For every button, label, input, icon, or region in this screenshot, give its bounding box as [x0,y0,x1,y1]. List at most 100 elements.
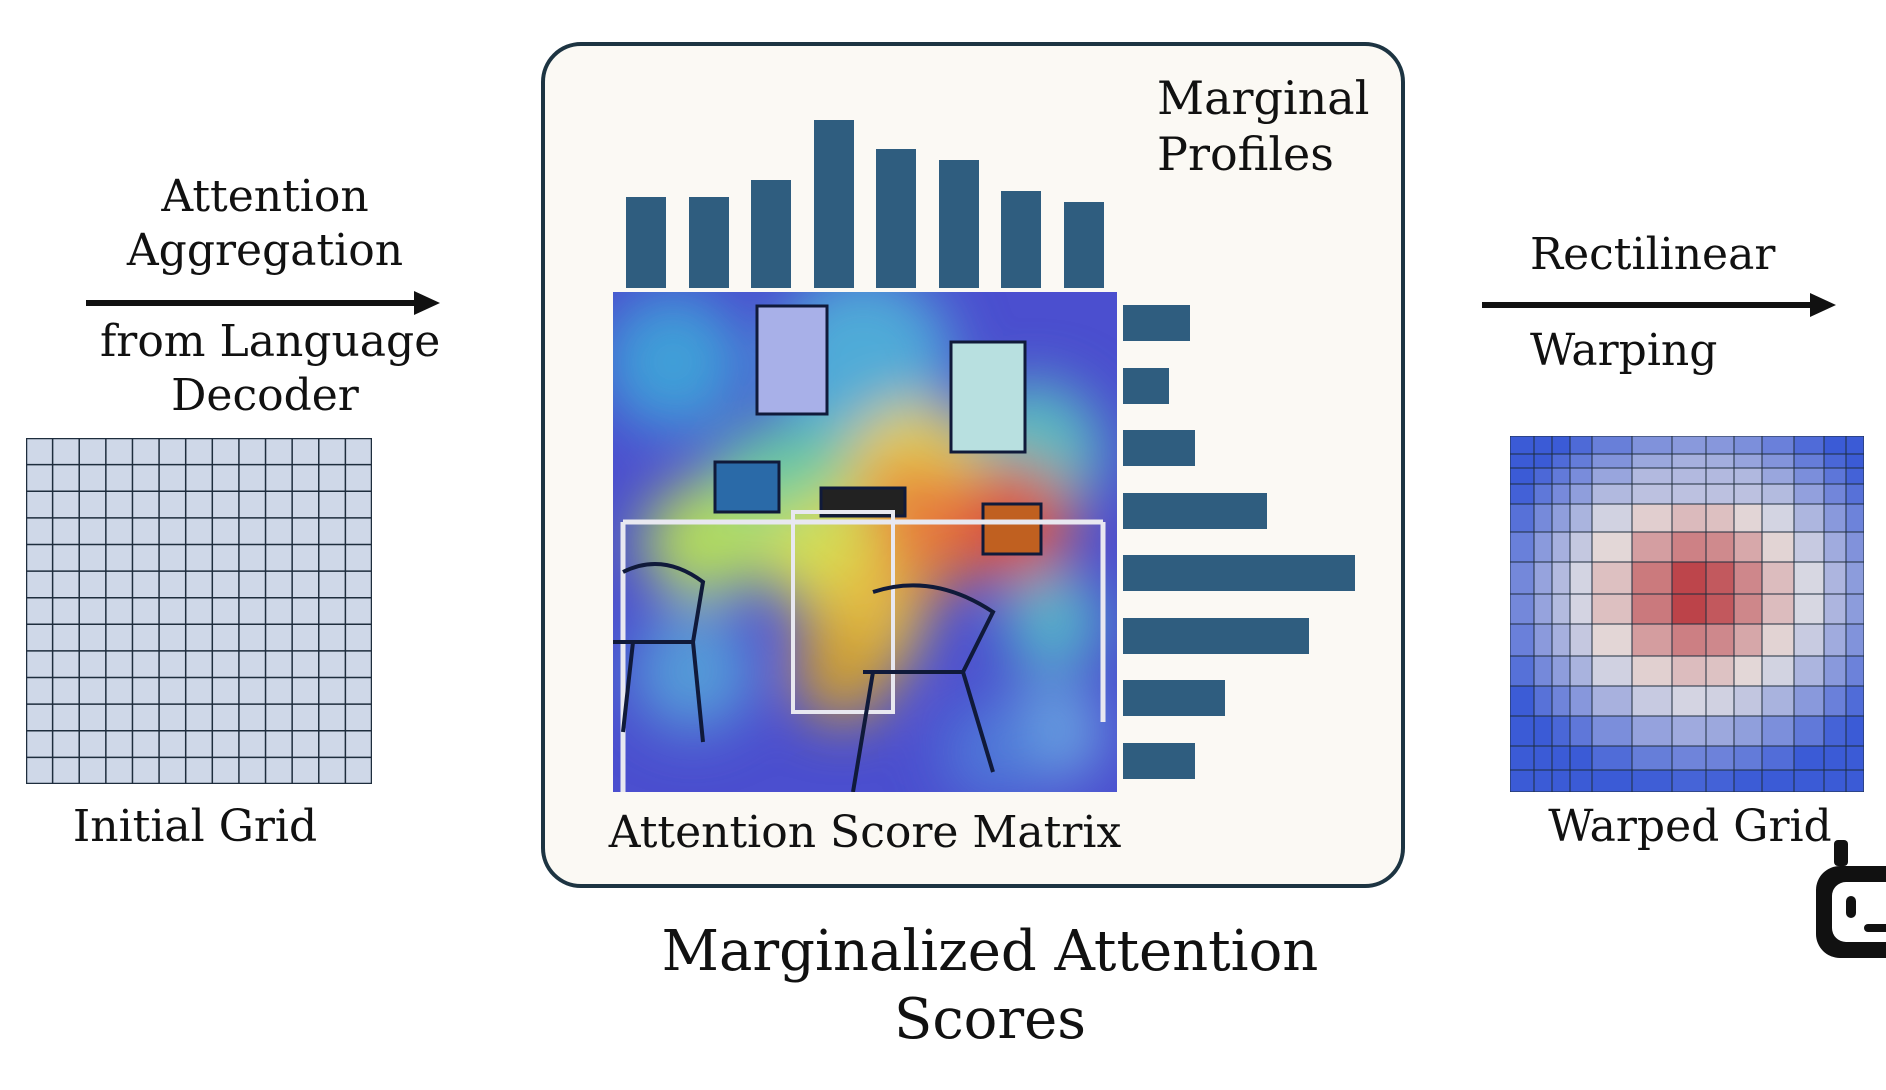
warped-cell [1845,483,1864,505]
warped-cell [1793,715,1825,747]
warped-cell [1551,685,1571,717]
right-arrow-label-bottom: Warping [1530,325,1718,376]
warped-cell [1631,436,1673,455]
warped-cell [1631,453,1673,469]
scene-outline [613,304,1106,792]
warped-cell [1845,453,1864,469]
warped-cell [1631,769,1673,792]
warped-cell [1591,745,1633,771]
warped-cell [1591,715,1633,747]
warped-cell [1533,531,1553,563]
warped-cell [1569,593,1593,625]
warped-cell [1845,593,1864,625]
warped-cell [1671,453,1707,469]
warped-cell [1845,436,1864,455]
warped-cell [1733,769,1763,792]
warped-cell [1761,531,1795,563]
column-profile-bar [689,197,729,288]
warped-cell [1569,561,1593,595]
warped-cell [1569,685,1593,717]
warped-cell [1823,685,1847,717]
warped-cell [1823,467,1847,485]
warped-cell [1551,623,1571,657]
warped-cell [1793,453,1825,469]
column-marginal-profile [615,120,1115,288]
warped-cell [1591,623,1633,657]
warped-cell [1845,655,1864,687]
warped-cell [1793,467,1825,485]
warped-cell [1823,593,1847,625]
warped-cell [1845,685,1864,717]
warped-cell [1510,715,1535,747]
warped-cell [1591,453,1633,469]
wall-art-left [755,304,829,416]
warped-cell [1591,531,1633,563]
warped-cell [1845,769,1864,792]
warped-cell [1671,531,1707,563]
warped-cell [1823,715,1847,747]
warped-cell [1793,745,1825,771]
warped-cell [1671,685,1707,717]
warped-cell [1591,685,1633,717]
column-profile-bar [814,120,854,288]
label-line: Attention [161,171,369,222]
warped-cell [1793,483,1825,505]
warped-cell [1533,685,1553,717]
warped-cell [1705,685,1735,717]
warped-cell [1823,531,1847,563]
warped-cell [1761,503,1795,533]
column-profile-bar [751,180,791,288]
warped-cell [1671,503,1707,533]
warped-cell [1533,453,1553,469]
warped-cell [1793,655,1825,687]
warped-cell [1551,483,1571,505]
initial-grid [26,438,372,784]
warped-cell [1631,623,1673,657]
heat-blob [943,702,1043,792]
warped-cell [1533,436,1553,455]
warped-grid [1510,436,1864,792]
warped-cell [1591,467,1633,485]
warped-cell [1733,623,1763,657]
warped-cell [1823,623,1847,657]
warped-cell [1705,561,1735,595]
warped-cell [1671,655,1707,687]
warped-cell [1761,561,1795,595]
warped-cell [1705,745,1735,771]
warped-cell [1793,561,1825,595]
warped-cell [1569,623,1593,657]
warped-cell [1591,655,1633,687]
marginal-profiles-label: Marginal Profiles [1157,70,1369,182]
warped-cell [1591,769,1633,792]
warped-cell [1551,769,1571,792]
warped-cell [1733,531,1763,563]
warped-cell [1793,593,1825,625]
warped-cell [1551,467,1571,485]
warped-cell [1733,503,1763,533]
warped-cell [1591,436,1633,455]
warped-cell [1631,561,1673,595]
column-profile-bar [1064,202,1104,288]
warped-cell [1733,483,1763,505]
warping-arrow [1482,293,1836,317]
warped-cell [1793,685,1825,717]
warped-cell [1671,467,1707,485]
monitor [713,460,781,514]
attention-heatmap [613,292,1117,792]
warped-cell [1591,483,1633,505]
panel-caption: Marginalized Attention Scores [640,918,1340,1055]
warped-cell [1845,467,1864,485]
warped-cell [1845,503,1864,533]
column-profile-bar [626,197,666,288]
warped-cell [1733,436,1763,455]
wall-art-right [949,340,1027,454]
attention-panel: Marginal Profiles Attention Score Matrix [541,42,1405,888]
warped-cell [1705,531,1735,563]
warped-cell [1510,503,1535,533]
label-line: Marginal [1157,71,1370,125]
warped-cell [1793,503,1825,533]
warped-cell [1631,483,1673,505]
warped-cell [1533,769,1553,792]
warped-cell [1551,503,1571,533]
warped-cell [1569,436,1593,455]
